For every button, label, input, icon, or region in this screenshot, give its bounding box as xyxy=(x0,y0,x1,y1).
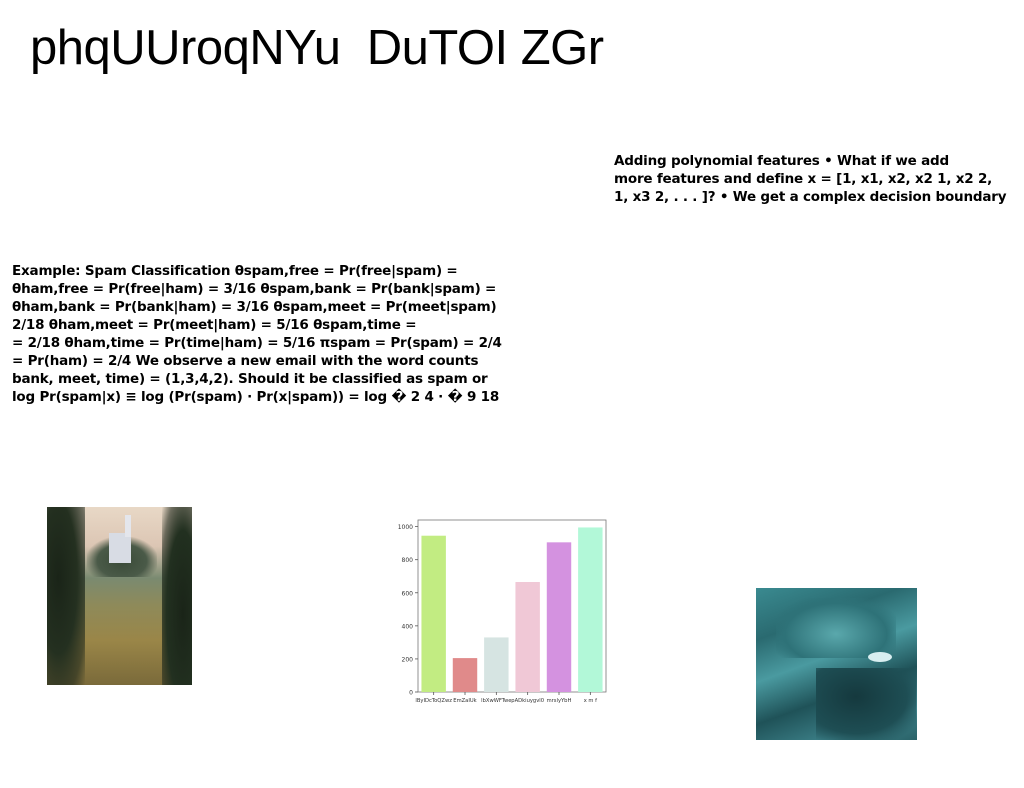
x-tick-label: EmZaIUk xyxy=(453,698,476,704)
y-tick-label: 600 xyxy=(402,590,414,597)
photo-spire xyxy=(125,515,131,537)
y-tick-label: 0 xyxy=(409,690,413,697)
bar-6 xyxy=(578,527,603,692)
y-tick-label: 400 xyxy=(402,623,414,630)
photo-tree-left xyxy=(47,507,85,685)
chart-frame xyxy=(417,519,607,693)
y-tick-label: 1000 xyxy=(398,524,413,531)
slide-title: phqUUroqNYu DuTOI ZGr xyxy=(30,21,604,75)
x-tick-label: lbXwWFTwe xyxy=(481,698,511,704)
photo-shadow xyxy=(816,668,916,740)
bar-3 xyxy=(484,637,509,692)
bar-5 xyxy=(546,542,572,692)
y-tick-label: 200 xyxy=(402,656,414,663)
teal-rock-photo xyxy=(756,588,917,740)
photo-light-patch xyxy=(868,652,892,662)
x-tick-label: x m f xyxy=(584,698,597,704)
bar-2 xyxy=(452,658,478,692)
x-tick-label: pADkiuygvl0 xyxy=(511,698,544,704)
photo-ridge xyxy=(776,598,896,658)
x-tick-label: mrslyYbH xyxy=(547,698,572,704)
y-tick-label: 800 xyxy=(402,557,414,564)
bar-4 xyxy=(515,582,540,692)
bar-chart: 0 200 400 600 800 1000 lByIDcToQZwz EmZaIUk lbXw… xyxy=(398,519,607,704)
spam-classification-text: Example: Spam Classification θspam,free … xyxy=(12,263,502,405)
bar-1 xyxy=(421,535,446,692)
lake-castle-photo xyxy=(47,507,192,685)
polynomial-features-text: Adding polynomial features • What if we … xyxy=(614,153,1007,205)
x-tick-label: lByIDcToQZwz xyxy=(415,698,452,704)
photo-castle xyxy=(109,533,131,563)
photo-tree-right xyxy=(162,507,192,685)
